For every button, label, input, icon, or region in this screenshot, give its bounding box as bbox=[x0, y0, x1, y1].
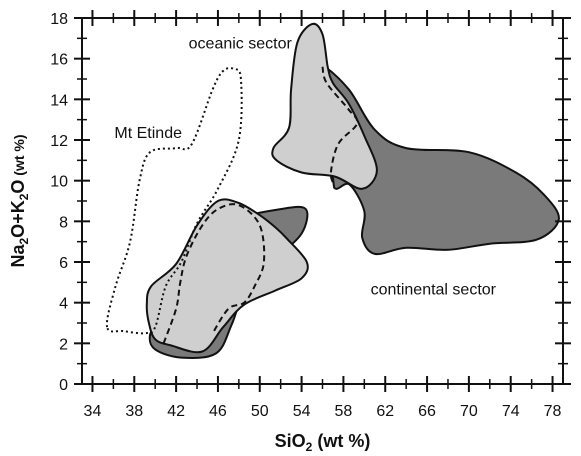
x-tick-label: 50 bbox=[251, 403, 269, 420]
y-axis-title-sub-2: 2 bbox=[17, 193, 31, 200]
x-axis-title: SiO2 (wt %) bbox=[275, 431, 371, 454]
x-axis-title-unit: (wt %) bbox=[312, 431, 370, 451]
x-axis-title-subscript: 2 bbox=[306, 440, 313, 454]
y-tick-label: 2 bbox=[59, 336, 68, 353]
y-tick-label: 4 bbox=[59, 296, 68, 313]
x-tick-label: 58 bbox=[335, 403, 353, 420]
x-tick-label: 42 bbox=[167, 403, 185, 420]
y-axis-title-o: O bbox=[8, 180, 28, 194]
x-tick-label: 78 bbox=[544, 403, 562, 420]
y-axis-title-ok: O+K bbox=[8, 200, 28, 238]
dashed-upper-divider bbox=[321, 66, 359, 186]
x-tick-label: 62 bbox=[376, 403, 394, 420]
x-axis-title-main: SiO bbox=[275, 431, 306, 451]
annotation-layer: oceanic sector Mt Etinde continental secto… bbox=[114, 36, 496, 299]
annotation-label: oceanic sector bbox=[189, 36, 293, 53]
x-tick-label: 54 bbox=[293, 403, 311, 420]
y-tick-label: 8 bbox=[59, 214, 68, 231]
y-tick-label: 6 bbox=[59, 255, 68, 272]
y-tick-label: 18 bbox=[50, 11, 68, 28]
oceanic-lower-light bbox=[145, 198, 309, 354]
y-tick-label: 12 bbox=[50, 133, 68, 150]
x-tick-label: 46 bbox=[209, 403, 227, 420]
y-axis-title-unit: (wt %) bbox=[11, 134, 27, 179]
x-tick-label: 74 bbox=[502, 403, 520, 420]
continental-upper-dark bbox=[318, 65, 560, 256]
mt-etinde-outline bbox=[105, 66, 243, 335]
x-tick-label: 38 bbox=[125, 403, 143, 420]
oceanic-upper-light bbox=[271, 22, 378, 190]
x-tick-label: 70 bbox=[460, 403, 478, 420]
x-tick-label: 66 bbox=[418, 403, 436, 420]
y-tick-label: 10 bbox=[50, 174, 68, 191]
x-tick-label: 34 bbox=[84, 403, 102, 420]
y-axis-title-sub-1: 2 bbox=[17, 238, 31, 245]
annotation-label: continental sector bbox=[371, 282, 497, 299]
annotation-label: Mt Etinde bbox=[114, 125, 182, 142]
region-layer bbox=[105, 22, 560, 359]
y-tick-label: 0 bbox=[59, 377, 68, 394]
dashed-lower-divider bbox=[162, 203, 266, 344]
y-axis-title: Na2O+K2O (wt %) bbox=[8, 134, 31, 267]
y-tick-label: 16 bbox=[50, 52, 68, 69]
y-tick-label: 14 bbox=[50, 92, 68, 109]
y-axis-title-na: Na bbox=[8, 244, 28, 268]
